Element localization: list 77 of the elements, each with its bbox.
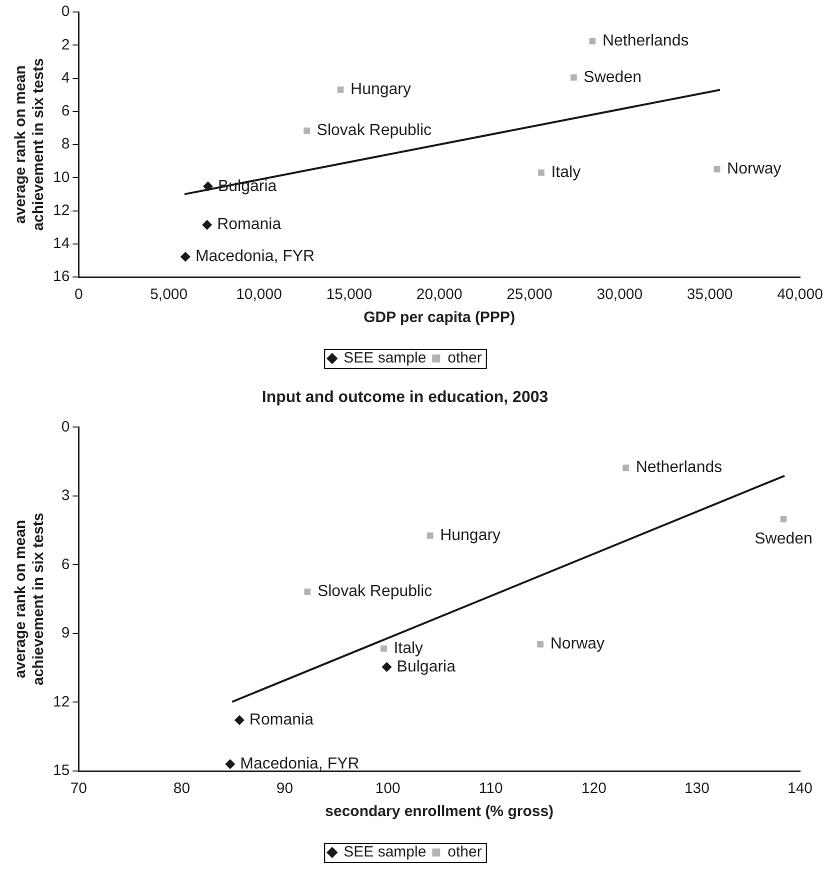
x-axis-title: secondary enrollment (% gross): [325, 803, 554, 820]
y-tick-label: 8: [61, 136, 70, 153]
point: [589, 38, 596, 44]
y-tick-label: 3: [61, 487, 70, 504]
annotation: Slovak Republic: [317, 583, 432, 600]
x-tick-label: 10,000: [236, 286, 282, 304]
y-tick-label: 15: [52, 762, 70, 780]
annotation: Sweden: [754, 530, 812, 548]
annotation: Macedonia, FYR: [195, 248, 315, 266]
y-axis-title: average rank on mean achievement in six tests: [12, 512, 48, 686]
x-tick-label: 35,000: [686, 286, 733, 304]
legend-label: SEE sample: [344, 350, 426, 367]
legend-label: other: [448, 350, 482, 367]
x-tick-label: 25,000: [506, 286, 552, 304]
x-tick-label: 110: [478, 780, 503, 798]
y-tick-label: 6: [61, 556, 70, 573]
y-tick-label: 4: [61, 69, 70, 86]
x-tick-label: 5,000: [150, 286, 188, 304]
point: [537, 641, 544, 648]
point: [538, 169, 544, 176]
annotation: Italy: [551, 164, 581, 182]
y-tick-label: 10: [52, 168, 70, 186]
point: [382, 662, 392, 672]
x-tick-label: 20,000: [416, 286, 462, 304]
annotation: Netherlands: [602, 32, 689, 50]
point: [225, 759, 236, 770]
annotation: Sweden: [584, 68, 642, 86]
point: [780, 516, 787, 522]
annotation: Romania: [217, 216, 282, 234]
point: [380, 645, 387, 652]
point: [304, 128, 310, 134]
y-tick-label: 0: [61, 418, 70, 436]
annotation: Hungary: [440, 527, 501, 544]
x-tick-label: 15,000: [326, 286, 372, 304]
annotation: Norway: [727, 160, 782, 178]
y-tick-label: 16: [52, 268, 70, 286]
x-tick-label: 130: [684, 780, 710, 798]
point: [202, 220, 212, 230]
chart-title: Input and outcome in education, 2003: [262, 389, 548, 406]
point: [234, 715, 244, 726]
annotation: Norway: [550, 636, 605, 653]
annotation: Romania: [249, 712, 314, 729]
y-tick-label: 0: [61, 3, 70, 20]
x-tick-label: 70: [70, 780, 88, 798]
x-tick-label: 40,000: [777, 286, 823, 304]
y-tick-label: 14: [52, 235, 70, 252]
point: [304, 588, 311, 595]
point: [570, 74, 577, 81]
point: [426, 532, 434, 539]
x-tick-label: 0: [74, 286, 83, 304]
x-tick-label: 140: [787, 780, 813, 798]
point: [714, 166, 720, 172]
y-tick-label: 12: [52, 202, 70, 219]
x-tick-label: 30,000: [596, 286, 643, 304]
y-tick-label: 9: [61, 624, 70, 642]
point: [622, 464, 630, 471]
annotation: Hungary: [350, 81, 412, 98]
annotation: Bulgaria: [218, 178, 277, 195]
x-tick-label: 120: [581, 780, 606, 798]
annotation: Slovak Republic: [316, 122, 432, 140]
annotation: Netherlands: [636, 459, 722, 476]
x-tick-label: 80: [173, 780, 190, 798]
point: [202, 181, 213, 192]
y-tick-label: 6: [61, 102, 70, 120]
x-axis-title: GDP per capita (PPP): [364, 309, 516, 326]
legend-label: other: [448, 844, 482, 861]
point: [337, 86, 344, 93]
point: [180, 252, 190, 262]
y-axis-title: average rank on mean achievement in six tests: [12, 58, 48, 231]
legend-label: SEE sample: [344, 844, 426, 861]
x-tick-label: 90: [276, 780, 294, 798]
y-tick-label: 12: [52, 693, 70, 710]
y-tick-label: 2: [61, 36, 70, 54]
annotation: Macedonia, FYR: [240, 756, 360, 773]
annotation: Bulgaria: [396, 658, 456, 676]
annotation: Italy: [394, 640, 424, 658]
x-tick-label: 100: [375, 780, 400, 798]
